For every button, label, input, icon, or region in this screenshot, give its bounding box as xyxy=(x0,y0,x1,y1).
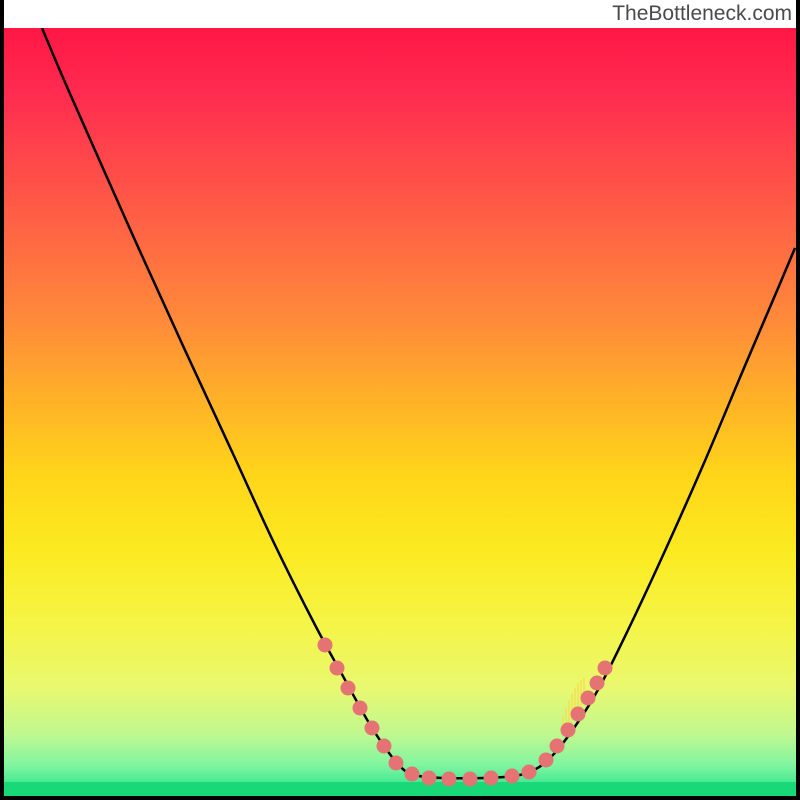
bottom-green-bar xyxy=(4,782,796,796)
chart-background xyxy=(4,28,796,796)
gradient-rect xyxy=(4,28,796,796)
gradient-svg xyxy=(4,28,796,796)
watermark-text: TheBottleneck.com xyxy=(612,2,792,26)
